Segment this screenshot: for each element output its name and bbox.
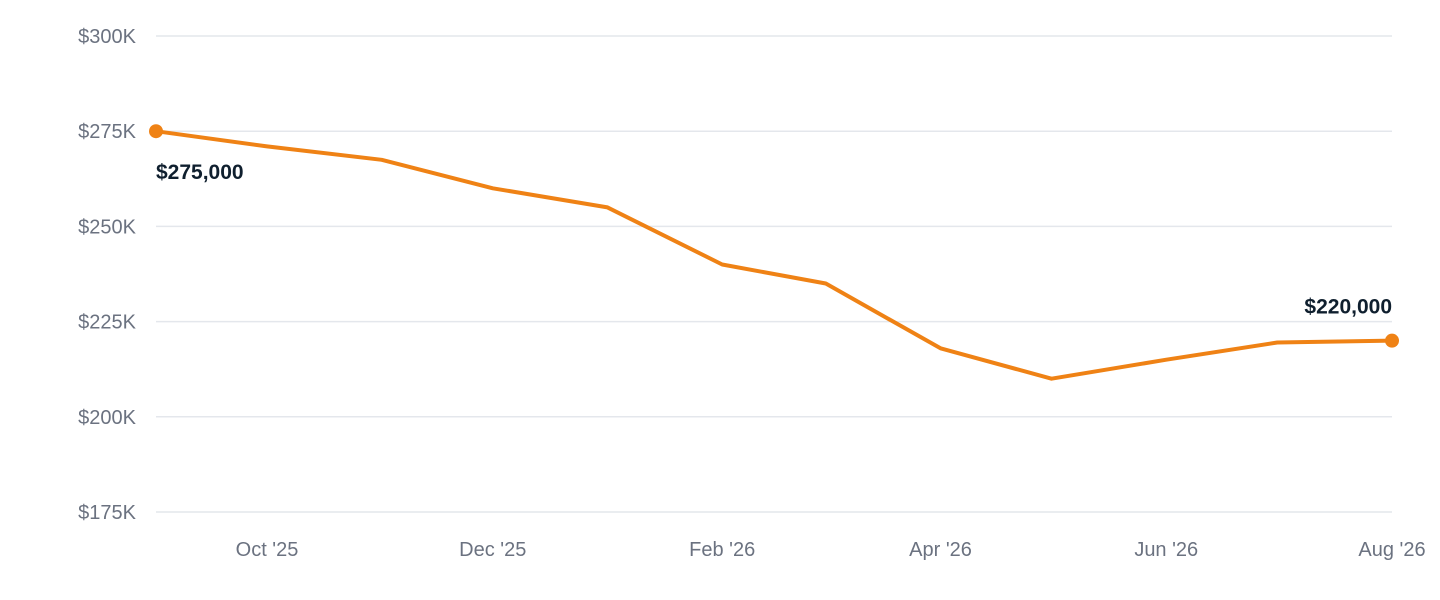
x-tick-label: Jun '26 bbox=[1134, 539, 1198, 561]
endpoint-value-label: $220,000 bbox=[1304, 296, 1392, 319]
y-tick-label: $275K bbox=[78, 121, 136, 143]
x-tick-label: Apr '26 bbox=[909, 539, 972, 561]
series-line bbox=[154, 129, 1394, 381]
x-tick-label: Feb '26 bbox=[689, 539, 755, 561]
annotation-layer: $275,000 $220,000 bbox=[149, 124, 1399, 348]
y-tick-label: $225K bbox=[78, 312, 136, 334]
x-tick-label: Aug '26 bbox=[1358, 539, 1425, 561]
y-tick-label: $250K bbox=[78, 216, 136, 238]
x-tick-label: Oct '25 bbox=[236, 539, 299, 561]
y-axis: $300K $275K $250K $225K $200K $175K bbox=[78, 26, 136, 524]
grid-lines bbox=[156, 35, 1392, 513]
endpoint-marker bbox=[149, 124, 163, 139]
series-layer bbox=[154, 129, 1394, 381]
y-tick-label: $300K bbox=[78, 26, 136, 48]
endpoint-marker bbox=[1385, 333, 1399, 348]
y-tick-label: $175K bbox=[78, 502, 136, 524]
x-tick-label: Dec '25 bbox=[459, 539, 526, 561]
endpoint-value-label: $275,000 bbox=[156, 161, 244, 184]
x-axis: Oct '25 Dec '25 Feb '26 Apr '26 Jun '26 Aug '… bbox=[236, 539, 1426, 561]
y-tick-label: $200K bbox=[78, 407, 136, 429]
